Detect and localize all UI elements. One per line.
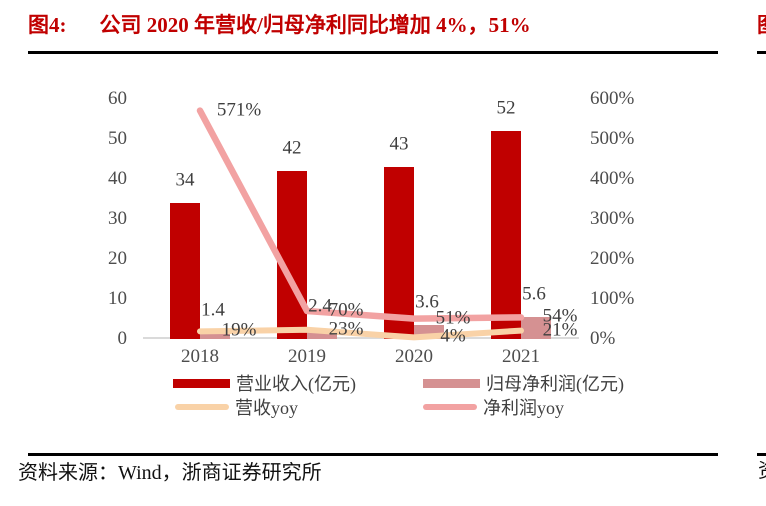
legend-label-net-profit: 归母净利润(亿元)	[486, 374, 624, 394]
legend-swatch-profit-yoy-line	[423, 404, 477, 410]
revenue-bar	[170, 203, 200, 339]
legend-label-revenue-yoy: 营收yoy	[235, 398, 298, 418]
legend-swatch-revenue-bar	[173, 378, 230, 388]
legend-swatch-revenue-yoy-line	[175, 404, 229, 410]
figure-title: 图4: 公司 2020 年营收/归母净利同比增加 4%，51%	[28, 12, 531, 39]
legend-item-profit-yoy: 净利润yoy	[423, 397, 564, 418]
revenue-bar	[491, 131, 521, 339]
left-axis-tick: 40	[108, 168, 127, 189]
adjacent-title-divider-sliver	[757, 51, 766, 54]
revenue-value-label: 42	[282, 137, 302, 159]
footer-divider	[28, 453, 718, 456]
net-profit-value-label: 2.4	[308, 295, 332, 317]
right-axis-tick: 300%	[590, 208, 635, 229]
legend-item-revenue: 营业收入(亿元)	[173, 373, 356, 394]
figure-number: 图4:	[28, 13, 67, 37]
adjacent-footer-divider-sliver	[757, 453, 766, 456]
revenue-bar	[384, 167, 414, 339]
revenue-value-label: 52	[496, 97, 516, 119]
net-profit-value-label: 3.6	[415, 291, 439, 313]
left-axis-tick: 10	[108, 288, 127, 309]
legend-label-profit-yoy: 净利润yoy	[483, 398, 564, 418]
right-axis-tick: 500%	[590, 128, 635, 149]
revenue-yoy-label: 23%	[328, 318, 364, 340]
legend-item-revenue-yoy: 营收yoy	[175, 397, 298, 418]
right-axis-tick: 600%	[590, 88, 635, 109]
title-divider	[28, 51, 718, 54]
adjacent-source-sliver: 资	[758, 461, 766, 487]
left-axis-tick: 20	[108, 248, 127, 269]
legend-label-revenue: 营业收入(亿元)	[236, 374, 356, 394]
adjacent-figure-char: 图	[757, 15, 766, 36]
left-axis-tick: 0	[117, 328, 128, 349]
x-axis-label: 2018	[181, 346, 219, 367]
profit-yoy-label: 571%	[216, 99, 262, 121]
right-axis-tick: 100%	[590, 288, 635, 309]
revenue-bar	[277, 171, 307, 339]
revenue-yoy-label: 19%	[221, 319, 257, 341]
right-axis-tick: 200%	[590, 248, 635, 269]
left-axis-tick: 60	[108, 88, 127, 109]
right-axis-tick: 0%	[590, 328, 616, 349]
revenue-value-label: 34	[175, 169, 195, 191]
left-axis-tick: 30	[108, 208, 127, 229]
net-profit-bar	[521, 316, 551, 339]
profit-yoy-label: 54%	[542, 305, 578, 327]
legend-item-net-profit: 归母净利润(亿元)	[423, 373, 624, 394]
x-axis-label: 2021	[502, 346, 540, 367]
left-axis-tick: 50	[108, 128, 127, 149]
source-note: 资料来源：Wind，浙商证券研究所	[18, 462, 322, 484]
revenue-yoy-label: 21%	[542, 319, 578, 341]
x-axis-label: 2020	[395, 346, 433, 367]
x-axis-label: 2019	[288, 346, 326, 367]
adjacent-source-char: 资	[758, 461, 766, 481]
right-axis-tick: 400%	[590, 168, 635, 189]
revenue-yoy-label: 4%	[440, 325, 466, 347]
legend-swatch-net-profit-bar	[423, 378, 480, 388]
revenue-value-label: 43	[389, 133, 409, 155]
profit-yoy-line	[196, 107, 525, 322]
net-profit-value-label: 5.6	[522, 283, 546, 305]
profit-yoy-label: 70%	[328, 299, 364, 321]
profit-yoy-label: 51%	[435, 307, 471, 329]
adjacent-figure-label-sliver: 图	[757, 15, 766, 41]
net-profit-value-label: 1.4	[201, 299, 225, 321]
figure-title-text: 公司 2020 年营收/归母净利同比增加 4%，51%	[99, 13, 531, 37]
